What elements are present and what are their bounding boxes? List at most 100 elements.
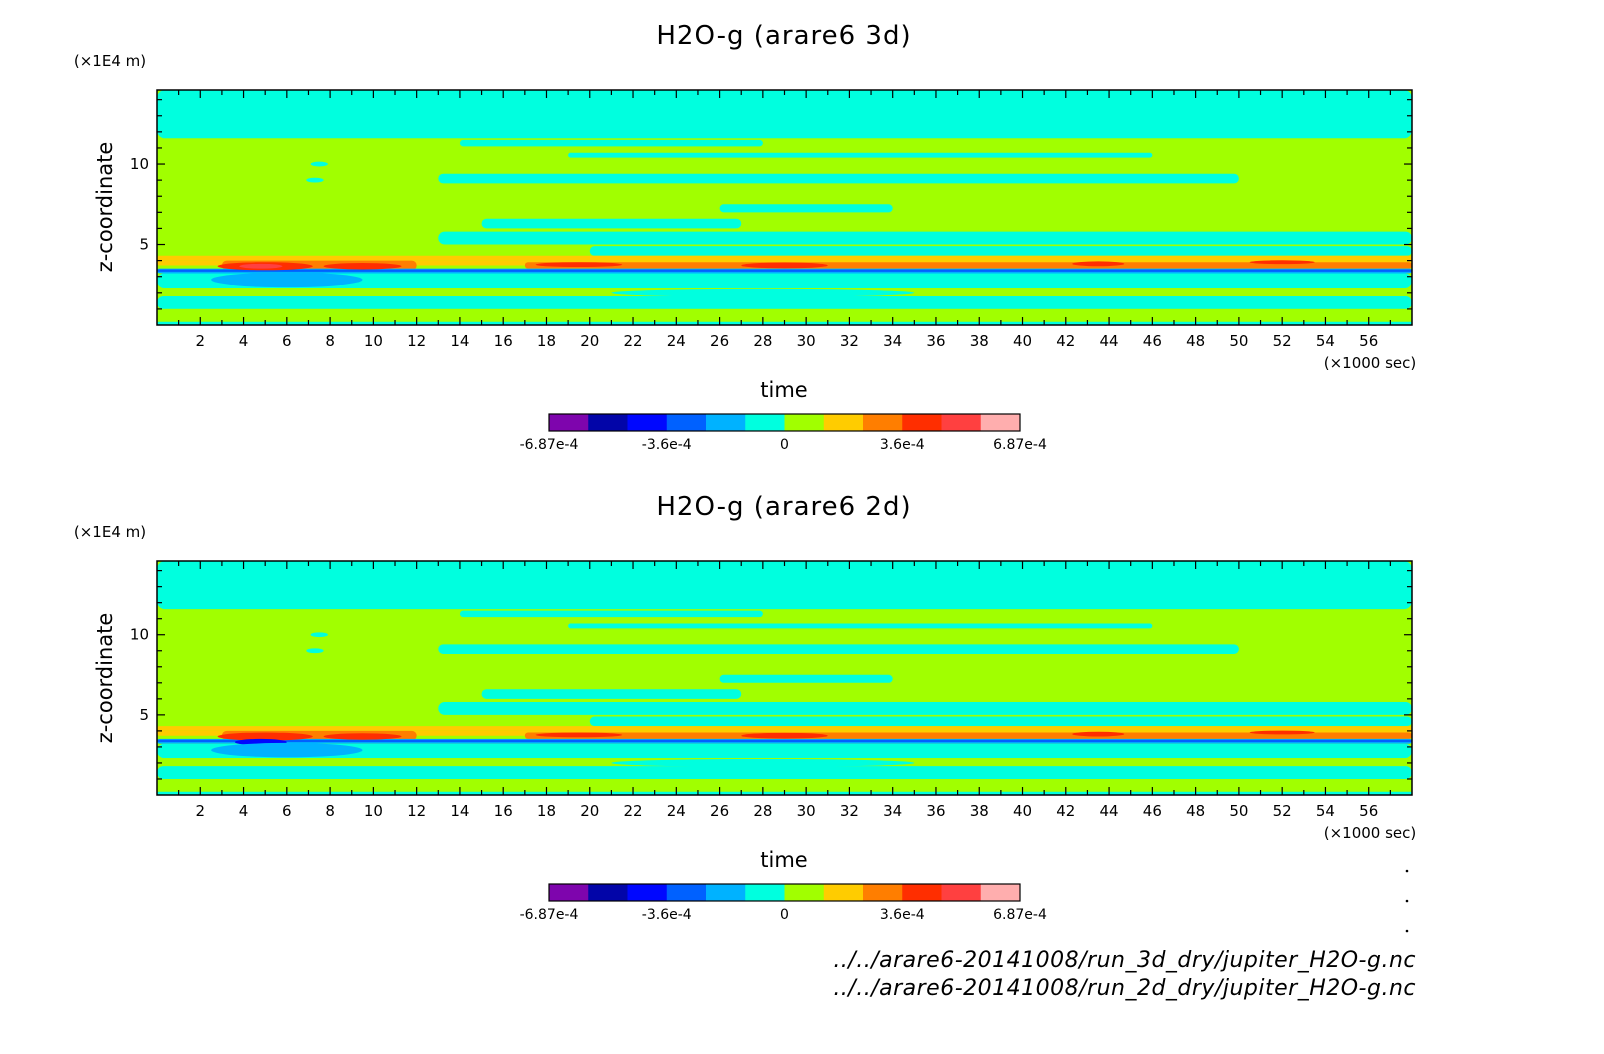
colorbar-swatch: [784, 414, 825, 431]
x-tick-label: 48: [1186, 802, 1205, 820]
x-tick-label: 6: [282, 332, 292, 350]
colorbar-swatch: [784, 884, 825, 901]
colorbar-swatch: [902, 884, 942, 901]
x-tick-label: 34: [883, 802, 902, 820]
colorbar-label: 6.87e-4: [993, 437, 1047, 453]
x-tick-label: 20: [580, 802, 599, 820]
x-axis-label: time: [760, 848, 807, 872]
y-tick-label: 10: [130, 626, 149, 644]
x-axis-unit: (×1000 sec): [1324, 354, 1417, 372]
contour-blob: [741, 732, 828, 739]
x-axis-unit: (×1000 sec): [1324, 824, 1417, 842]
x-tick-label: 28: [753, 332, 772, 350]
x-tick-label: 24: [667, 332, 686, 350]
y-tick-label: 5: [139, 706, 149, 724]
x-tick-label: 36: [926, 802, 945, 820]
x-axis-label: time: [760, 378, 807, 402]
contour-band: [719, 674, 893, 683]
contour-band: [157, 269, 1412, 272]
colorbar-swatch: [941, 414, 982, 431]
x-tick-label: 24: [667, 802, 686, 820]
contour-band: [524, 262, 1412, 269]
contour-blob: [1072, 731, 1125, 737]
x-tick-label: 22: [623, 332, 642, 350]
colorbar-frame: [548, 413, 1021, 432]
contour-blob: [323, 733, 402, 740]
colorbar-swatch: [745, 414, 785, 431]
x-tick-label: 12: [407, 332, 426, 350]
colorbar-swatch: [823, 414, 864, 431]
chart-panel-1: 2 4 6 8 10 12 14 16 18 20 22 24 26 28 30 32 34 36 38 40 42 44…: [74, 21, 1416, 453]
colorbar-swatch: [706, 884, 746, 901]
y-tick-label: 10: [130, 155, 149, 173]
x-tick-label: 32: [840, 332, 859, 350]
x-tick-label: 22: [623, 802, 642, 820]
x-tick-label: 12: [407, 802, 426, 820]
x-tick-label: 16: [494, 332, 513, 350]
x-tick-label: 36: [926, 332, 945, 350]
y-axis-unit: (×1E4 m): [74, 523, 146, 541]
colorbar-label: 6.87e-4: [993, 907, 1047, 923]
stray-dot: [1405, 869, 1409, 873]
contour-band: [438, 644, 1239, 654]
y-tick-label: 5: [139, 236, 149, 254]
colorbar-swatch: [588, 884, 628, 901]
footer-file-3d: ../../arare6-20141008/run_3d_dry/jupiter…: [833, 948, 1416, 973]
x-tick-label: 16: [494, 802, 513, 820]
contour-blob: [217, 732, 313, 741]
contour-band: [568, 623, 1153, 629]
contour-blob: [323, 263, 402, 270]
colorbar-swatch: [980, 884, 1021, 901]
x-tick-label: 28: [753, 802, 772, 820]
x-tick-label: 4: [239, 802, 249, 820]
colorbar-label: -3.6e-4: [642, 437, 692, 453]
colorbar-swatch: [666, 884, 707, 901]
x-tick-label: 8: [325, 332, 335, 350]
contour-band: [157, 255, 1412, 261]
contour-band: [157, 743, 1412, 759]
x-tick-label: 4: [239, 332, 249, 350]
contour-band: [438, 173, 1239, 184]
contour-band: [524, 732, 1412, 739]
chart-title: H2O-g (arare6 2d): [656, 492, 911, 522]
x-tick-label: 40: [1013, 332, 1032, 350]
colorbar-label: 0: [780, 907, 789, 923]
x-tick-label: 52: [1273, 802, 1292, 820]
colorbar-swatch: [745, 884, 785, 901]
y-axis-unit: (×1E4 m): [74, 52, 146, 70]
contour-band: [157, 273, 1412, 288]
contour-band: [459, 122, 1412, 134]
contour-band: [157, 726, 1412, 731]
x-tick-label: 20: [580, 332, 599, 350]
x-tick-label: 8: [325, 802, 335, 820]
stray-dot: [1405, 899, 1409, 903]
colorbar-swatch: [666, 414, 707, 431]
colorbar-label: 3.6e-4: [880, 907, 925, 923]
contour-blob: [306, 177, 324, 183]
stray-dot: [1405, 929, 1409, 933]
x-tick-label: 56: [1359, 802, 1378, 820]
x-tick-label: 48: [1186, 332, 1205, 350]
contour-blob: [535, 262, 623, 268]
x-tick-label: 56: [1359, 332, 1378, 350]
x-tick-label: 26: [710, 332, 729, 350]
contour-band: [568, 152, 1153, 158]
contour-blob: [211, 272, 363, 288]
colorbar-swatch: [549, 884, 589, 901]
x-tick-label: 14: [450, 332, 469, 350]
contour-blob: [1072, 261, 1125, 267]
contour-band: [459, 610, 763, 618]
contour-band: [157, 778, 1412, 792]
contour-blob: [1249, 260, 1315, 265]
x-tick-label: 6: [282, 802, 292, 820]
x-tick-label: 50: [1229, 802, 1248, 820]
contour-band: [589, 716, 1412, 727]
colorbar-swatch: [902, 414, 942, 431]
x-tick-label: 18: [537, 802, 556, 820]
contour-blob: [741, 262, 828, 269]
colorbar-swatch: [980, 414, 1021, 431]
x-tick-label: 54: [1316, 802, 1335, 820]
contour-blob: [535, 732, 623, 738]
contour-band: [157, 766, 1412, 779]
